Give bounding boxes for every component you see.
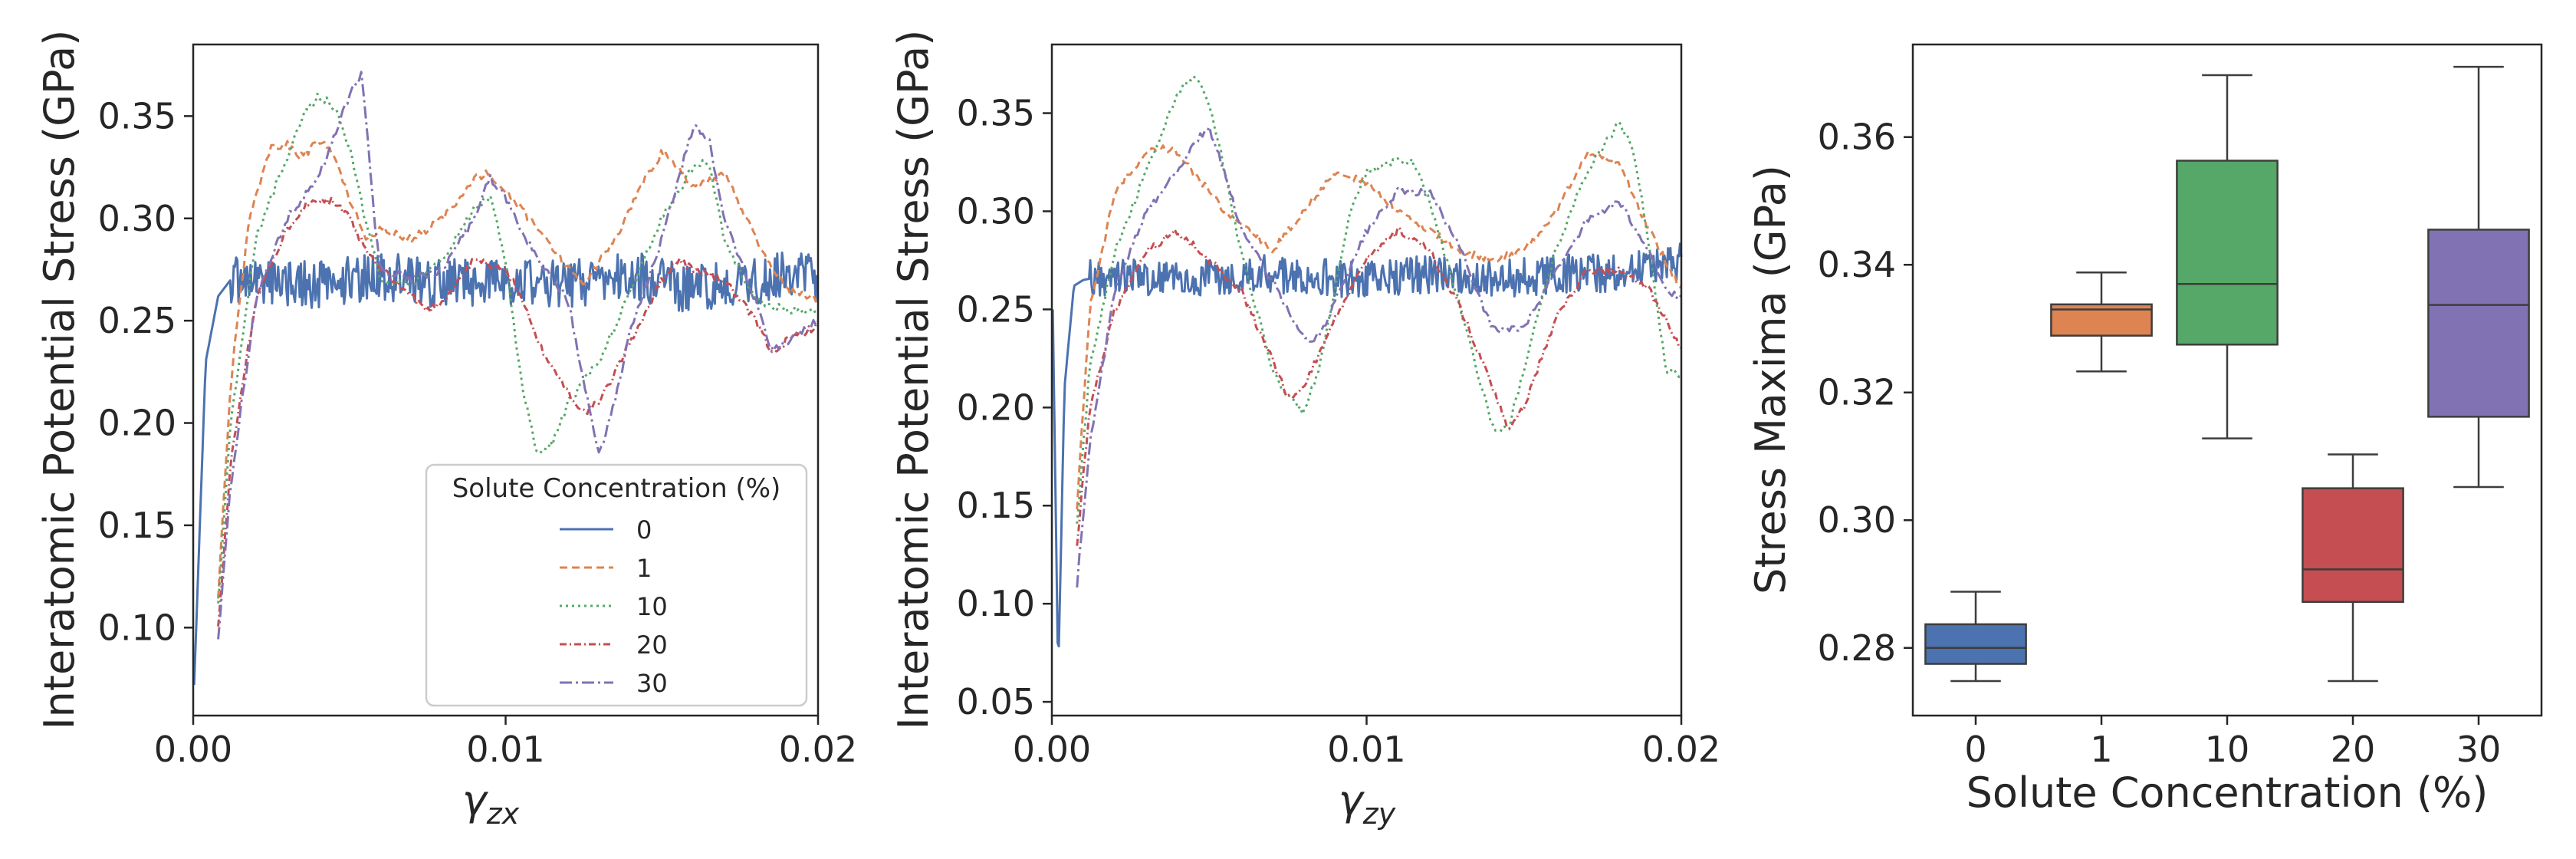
boxes	[1924, 65, 2530, 683]
x-tick-label: 0.02	[1642, 729, 1720, 770]
box-30	[2427, 229, 2530, 418]
x-tick-label: 20	[2331, 729, 2376, 770]
box-0	[1924, 623, 2027, 665]
box-20	[2302, 487, 2404, 604]
y-tick-label: 0.05	[957, 681, 1035, 722]
series-lines	[1051, 75, 1683, 648]
series-line-20	[217, 196, 820, 627]
legend-label-1: 1	[636, 554, 652, 583]
x-axis-label-subscript: zy	[1362, 797, 1396, 831]
series-line-0	[1051, 242, 1683, 648]
x-axis-label: Solute Concentration (%)	[1967, 768, 2489, 817]
legend: Solute Concentration (%) 0 1 10 20 30	[425, 463, 808, 707]
x-ticks: 0.00 0.01 0.02	[1013, 716, 1720, 770]
y-tick-label: 0.10	[957, 583, 1035, 624]
y-tick-label: 0.25	[957, 288, 1035, 330]
x-tick-label: 0.01	[1327, 729, 1405, 770]
y-tick-label: 0.20	[98, 403, 176, 444]
y-axis-label: Interatomic Potential Stress (GPa)	[35, 30, 84, 730]
x-ticks: 0 1 10 20 30	[1964, 716, 2501, 770]
series-lines	[192, 71, 820, 686]
y-tick-label: 0.15	[957, 485, 1035, 526]
x-tick-label: 0	[1964, 729, 1986, 770]
y-axis-label: Stress Maxima (GPa)	[1746, 165, 1795, 594]
series-line-1	[1076, 144, 1682, 510]
panel-stress-maxima-boxplot: 0.28 0.30 0.32 0.34 0.36 0 1 10 20 30 Stress Max…	[1746, 43, 2543, 817]
series-line-30	[217, 71, 819, 640]
y-tick-label: 0.32	[1818, 372, 1896, 413]
x-tick-label: 1	[2090, 729, 2112, 770]
series-line-30	[1076, 125, 1683, 588]
y-tick-label: 0.34	[1818, 244, 1896, 285]
y-tick-label: 0.36	[1818, 117, 1896, 158]
series-line-0	[192, 251, 820, 686]
y-tick-label: 0.30	[957, 190, 1035, 232]
y-ticks: 0.10 0.15 0.20 0.25 0.30 0.35	[98, 95, 193, 648]
x-axis-label-subscript: zx	[486, 797, 520, 831]
x-tick-label: 0.01	[466, 729, 544, 770]
y-ticks: 0.28 0.30 0.32 0.34 0.36	[1818, 117, 1913, 669]
x-ticks: 0.00 0.01 0.02	[154, 716, 857, 770]
legend-box	[425, 463, 808, 707]
x-tick-label: 0.00	[154, 729, 232, 770]
legend-label-20: 20	[636, 630, 668, 660]
x-axis-label-symbol: γ	[462, 776, 489, 824]
series-line-20	[1076, 226, 1682, 546]
legend-label-10: 10	[636, 592, 668, 621]
x-axis-label-symbol: γ	[1339, 776, 1365, 824]
y-ticks: 0.05 0.10 0.15 0.20 0.25 0.30 0.35	[957, 93, 1052, 722]
x-axis-label: γzy	[1339, 776, 1396, 831]
panel-stress-vs-gamma-zy: 0.050.100.150.200.250.300.35 0.00 0.01 0.0…	[889, 30, 1720, 831]
x-tick-label: 10	[2205, 729, 2250, 770]
x-axis-label: γzx	[462, 776, 520, 831]
x-tick-label: 0.02	[779, 729, 857, 770]
y-tick-label: 0.28	[1818, 627, 1896, 669]
y-tick-label: 0.35	[98, 95, 176, 137]
y-tick-label: 0.30	[98, 198, 176, 239]
y-tick-label: 0.15	[98, 505, 176, 546]
y-axis-label: Interatomic Potential Stress (GPa)	[889, 30, 938, 730]
y-tick-label: 0.30	[1818, 499, 1896, 541]
y-tick-label: 0.35	[957, 93, 1035, 134]
x-tick-label: 0.00	[1013, 729, 1091, 770]
y-tick-label: 0.10	[98, 607, 176, 648]
legend-title: Solute Concentration (%)	[452, 473, 781, 504]
x-tick-label: 30	[2456, 729, 2502, 770]
y-tick-label: 0.20	[957, 387, 1035, 428]
y-tick-label: 0.25	[98, 300, 176, 341]
legend-entries: 0 1 10 20 30	[560, 515, 668, 698]
box-10	[2176, 160, 2279, 346]
legend-label-30: 30	[636, 669, 668, 698]
panel-stress-vs-gamma-zx: 0.10 0.15 0.20 0.25 0.30 0.35 0.00 0.01 0.02 In…	[35, 30, 857, 831]
legend-label-0: 0	[636, 515, 652, 545]
